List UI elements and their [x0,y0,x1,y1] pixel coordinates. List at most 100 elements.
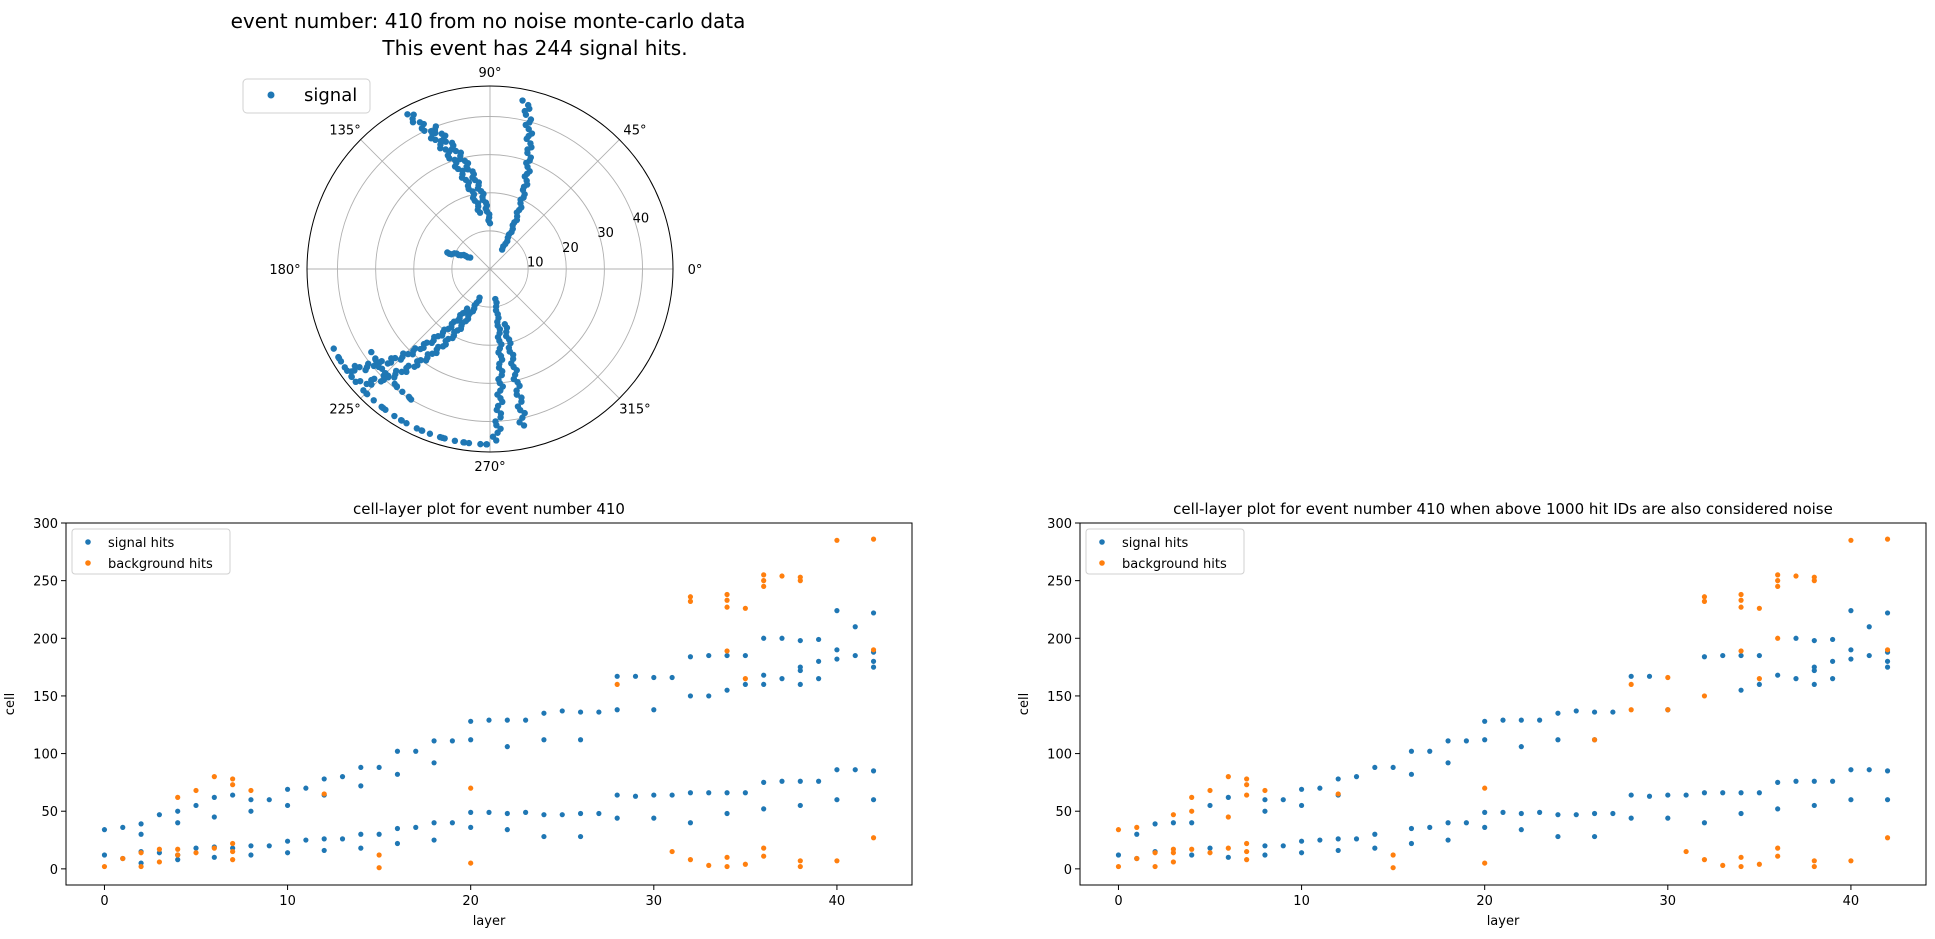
background-hit-point [1775,578,1781,584]
signal-point [348,373,355,381]
signal-hit-point [303,837,309,843]
background-hit-point [870,536,877,542]
signal-point [441,435,448,442]
signal-hit-point [596,709,602,715]
signal-hit-point [394,825,401,832]
background-hit-point [193,850,199,856]
y-tick-label: 250 [33,575,58,590]
signal-hit-point [1793,635,1799,641]
chart-legend: signal hits background hits [71,528,231,575]
background-hit-point [1775,635,1781,641]
signal-point [343,367,351,374]
signal-hit-point [779,635,785,641]
background-hit-point [1262,787,1268,794]
signal-point [398,417,405,424]
signal-hit-point [797,664,803,670]
signal-hit-point [175,857,181,863]
r-tick-label: 20 [562,241,579,256]
signal-hit-point [1500,717,1506,723]
background-hit-point [175,852,181,858]
background-hit-point [1244,848,1250,855]
theta-tick-label: 45° [623,124,646,139]
background-hit-point [1335,791,1341,797]
legend-marker-background [85,560,91,566]
signal-hit-point [870,797,877,803]
signal-hit-point [1518,810,1524,817]
chart-legend: signal hits background hits [1085,528,1245,575]
signal-point [439,343,447,350]
background-hit-point [1701,693,1708,699]
x-tick-label: 0 [100,894,108,909]
signal-hit-point [138,821,144,827]
polar-grid-spoke [489,268,620,399]
background-hit-point [1884,536,1891,542]
x-tick-label: 0 [1114,894,1122,909]
signal-hit-point [706,790,712,796]
background-hit-point [1848,537,1854,543]
signal-hit-point [870,768,877,774]
signal-hit-point [1884,768,1891,774]
signal-hit-point [1555,812,1561,818]
signal-point [438,130,445,137]
signal-hit-point [1701,820,1708,826]
signal-point [448,139,456,147]
background-hit-point [156,846,162,852]
signal-hit-point [1756,652,1762,659]
background-hit-point [779,573,785,579]
x-axis-label: layer [1487,914,1520,929]
background-hit-point [1115,863,1122,870]
signal-hit-point [1170,820,1176,826]
signal-hit-point [211,794,217,800]
signal-hit-point [248,852,254,858]
signal-hit-point [1189,852,1195,858]
signal-hit-point [1353,774,1360,780]
y-axis-label: cell [3,693,18,715]
signal-hit-point [706,693,712,699]
signal-hit-point [1189,820,1195,826]
signal-hit-point [852,767,858,773]
signal-point [493,421,500,429]
background-hit-point [230,857,236,863]
signal-hit-point [1866,624,1872,630]
signal-hit-point [431,760,437,766]
signal-hit-point [1628,673,1634,679]
signal-hit-point [1298,838,1305,844]
signal-hit-point [1555,710,1561,716]
background-hit-point [1775,853,1781,859]
signal-hit-point [669,792,675,798]
signal-hit-point [1335,847,1341,854]
signal-point [362,366,369,374]
signal-hit-point [1701,654,1708,660]
legend-label-signal: signal hits [1122,536,1189,551]
signal-hit-point [834,608,840,614]
background-hit-point [1225,774,1231,780]
background-hit-point [1152,850,1158,856]
signal-hit-point [413,748,419,754]
signal-hit-point [1445,760,1451,766]
background-hit-point [724,597,730,603]
polar-frame [306,85,674,453]
background-hit-point [175,794,181,800]
signal-hit-point [687,654,694,660]
figure-title-line-1: event number: 410 from no noise monte-ca… [231,9,746,33]
signal-hit-point [468,737,474,743]
signal-hit-point [1884,658,1891,664]
signal-hit-point [1738,687,1744,693]
signal-hit-point [816,636,822,643]
x-tick-label: 30 [646,894,663,909]
signal-hit-point [193,802,199,809]
signal-point [465,439,473,447]
signal-hit-point [504,717,510,723]
signal-point [398,368,405,376]
signal-hit-point [1134,831,1140,837]
signal-hit-point [816,676,822,682]
signal-hit-point [724,810,730,817]
signal-hit-point [1830,676,1836,682]
legend-marker-signal [1099,539,1105,545]
signal-point [426,430,434,437]
signal-point [520,422,528,429]
y-tick-label: 200 [1047,632,1072,647]
r-tick-label: 30 [597,226,614,241]
background-hit-point [211,845,217,851]
signal-point [528,130,536,137]
